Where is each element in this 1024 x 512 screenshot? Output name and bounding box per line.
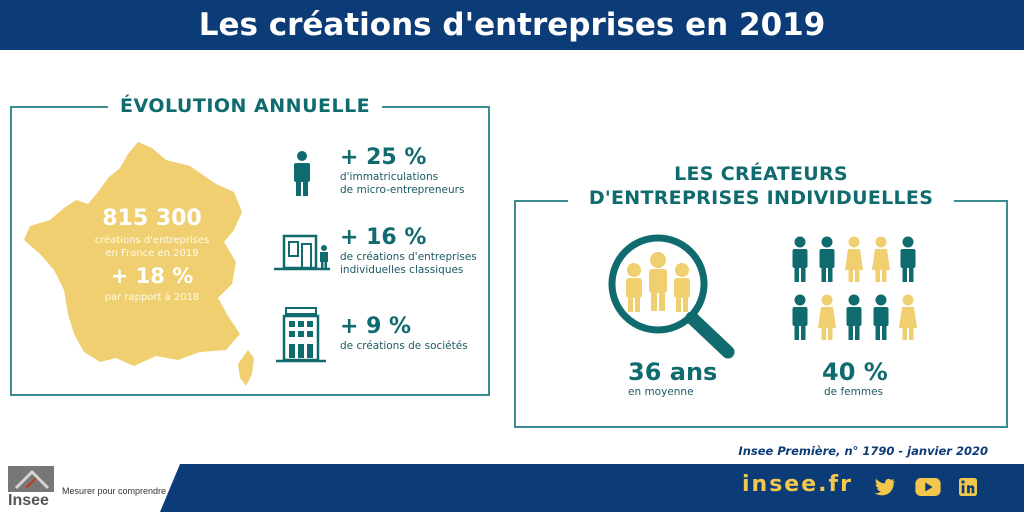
stat-desc-line1: de créations de sociétés (340, 340, 468, 352)
annual-change-value: + 18 % (110, 264, 194, 288)
annual-change-desc: par rapport à 2018 (104, 292, 200, 303)
man-icon (900, 236, 916, 282)
stat-micro-entrepreneurs: + 25 % d'immatriculations de micro-entre… (340, 145, 464, 197)
average-age-value: 36 ans (628, 358, 718, 386)
stat-value: + 16 % (340, 225, 427, 250)
man-icon (819, 236, 835, 282)
creators-title: LES CRÉATEURS D'ENTREPRISES INDIVIDUELLE… (568, 162, 954, 210)
linkedin-icon[interactable] (958, 478, 978, 496)
stat-desc-line2: individuelles classiques (340, 264, 464, 276)
total-creations-desc-line2: en France en 2019 (105, 248, 199, 259)
magnifier-people-icon (608, 234, 735, 359)
women-share-value: 40 % (822, 358, 888, 386)
building-icon (276, 307, 326, 363)
logo-text: Insee (8, 492, 49, 509)
stat-individual-enterprises: + 16 % de créations d'entreprises indivi… (340, 225, 477, 277)
youtube-icon[interactable] (914, 478, 942, 496)
stat-desc-line2: de micro-entrepreneurs (340, 184, 465, 196)
man-icon (846, 294, 862, 340)
slogan: Mesurer pour comprendre (62, 486, 167, 496)
woman-icon (845, 236, 863, 282)
source-citation: Insee Première, n° 1790 - janvier 2020 (738, 444, 988, 458)
man-icon (792, 236, 808, 282)
stat-value: + 9 % (340, 314, 412, 339)
woman-icon (899, 294, 917, 340)
average-age-desc: en moyenne (628, 386, 694, 398)
stat-value: + 25 % (340, 145, 427, 170)
stat-desc-line1: de créations d'entreprises (340, 251, 477, 263)
france-map-icon (24, 142, 254, 386)
person-icon (294, 151, 310, 196)
page-title: Les créations d'entreprises en 2019 (198, 7, 826, 43)
people-grid (792, 236, 917, 340)
women-share-desc: de femmes (824, 386, 884, 398)
twitter-icon[interactable] (874, 478, 896, 496)
shop-icon (274, 234, 330, 271)
man-icon (792, 294, 808, 340)
total-creations-desc: créations d'entreprises en France en 201… (52, 234, 252, 260)
woman-icon (872, 236, 890, 282)
stat-companies: + 9 % de créations de sociétés (340, 314, 468, 353)
creators-title-line1: LES CRÉATEURS (674, 163, 848, 185)
total-creations-desc-line1: créations d'entreprises (94, 235, 210, 246)
woman-icon (818, 294, 836, 340)
creators-title-line2: D'ENTREPRISES INDIVIDUELLES (588, 187, 934, 209)
man-icon (873, 294, 889, 340)
total-creations-value: 815 300 (102, 206, 202, 231)
header-bar: Les créations d'entreprises en 2019 (0, 0, 1024, 50)
creators-panel (514, 200, 1008, 428)
stat-desc-line1: d'immatriculations (340, 171, 439, 183)
evolution-title: ÉVOLUTION ANNUELLE (108, 94, 383, 118)
website-link[interactable]: insee.fr (742, 472, 853, 497)
insee-logo-icon (8, 466, 54, 492)
